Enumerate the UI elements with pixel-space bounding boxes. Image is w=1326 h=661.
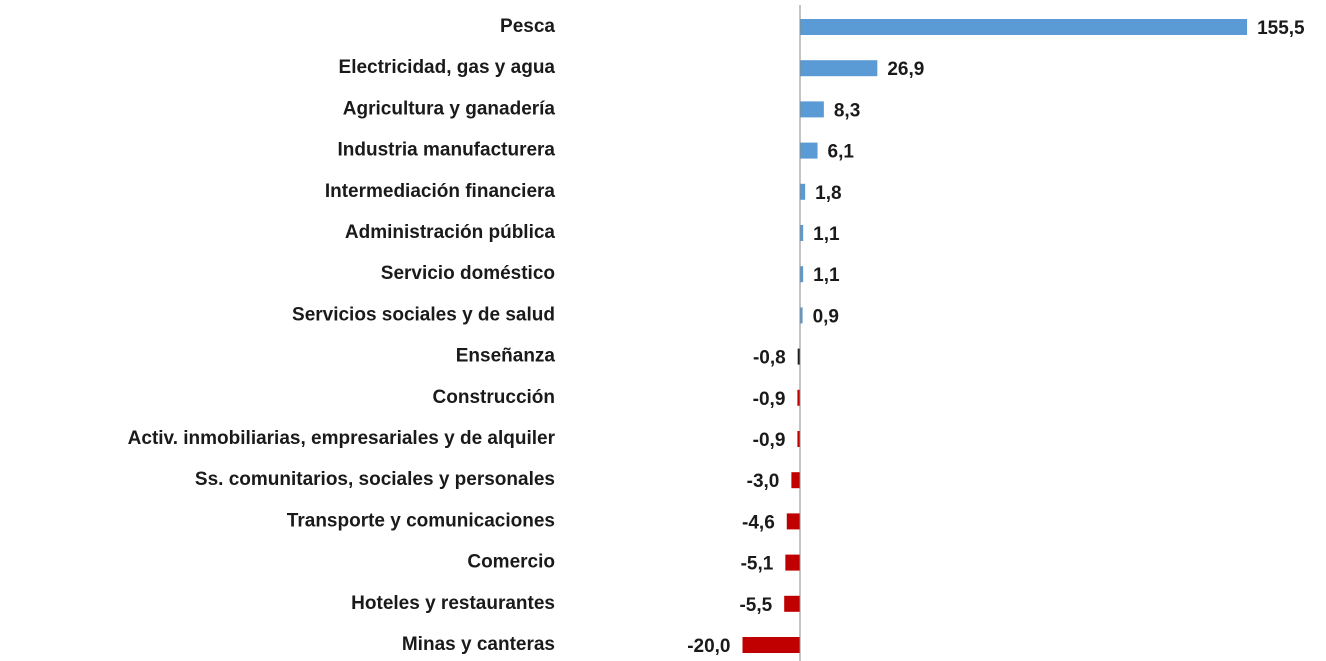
category-label: Electricidad, gas y agua: [339, 57, 556, 78]
bar: [800, 225, 804, 241]
category-label: Transporte y comunicaciones: [287, 510, 555, 531]
category-label: Servicios sociales y de salud: [292, 304, 555, 325]
bar: [786, 513, 800, 530]
bar: [800, 60, 878, 77]
category-label: Activ. inmobiliarias, empresariales y de…: [128, 428, 556, 449]
bar: [800, 183, 806, 200]
category-label: Ss. comunitarios, sociales y personales: [195, 469, 555, 490]
value-label: 1,1: [813, 265, 840, 286]
value-label: -0,9: [753, 389, 786, 410]
category-label: Intermediación financiera: [325, 181, 556, 202]
bar: [800, 101, 824, 118]
bar: [800, 266, 804, 283]
value-label: 0,9: [813, 306, 839, 327]
category-label: Enseñanza: [456, 346, 556, 367]
value-label: -0,8: [753, 348, 786, 369]
category-label: Minas y canteras: [402, 634, 555, 655]
category-label: Comercio: [467, 552, 555, 573]
value-label: 155,5: [1257, 18, 1305, 39]
bar: [800, 142, 818, 159]
category-label: Hoteles y restaurantes: [351, 593, 555, 614]
bar: [797, 389, 800, 406]
value-label: 1,8: [815, 183, 841, 204]
category-label: Agricultura y ganadería: [343, 98, 556, 119]
value-label: -4,6: [742, 512, 775, 533]
category-label: Industria manufacturera: [338, 140, 556, 161]
category-label: Construcción: [433, 387, 555, 408]
bar: [797, 431, 800, 447]
bar: [797, 348, 800, 365]
value-label: -0,9: [753, 430, 786, 451]
category-label: Pesca: [500, 16, 555, 37]
value-label: -5,1: [741, 554, 774, 575]
bar: [784, 595, 800, 612]
value-label: 1,1: [813, 224, 840, 245]
category-label: Servicio doméstico: [381, 263, 555, 284]
value-label: 26,9: [887, 59, 924, 80]
bar: [791, 472, 800, 489]
bar: [785, 554, 800, 571]
value-label: -5,5: [739, 595, 772, 616]
category-label: Administración pública: [345, 222, 556, 243]
bar: [800, 19, 1248, 35]
value-label: -3,0: [747, 471, 780, 492]
value-label: -20,0: [687, 636, 730, 657]
bar: [742, 637, 800, 653]
value-label: 8,3: [834, 100, 860, 121]
value-label: 6,1: [828, 142, 855, 163]
bar: [800, 307, 803, 324]
